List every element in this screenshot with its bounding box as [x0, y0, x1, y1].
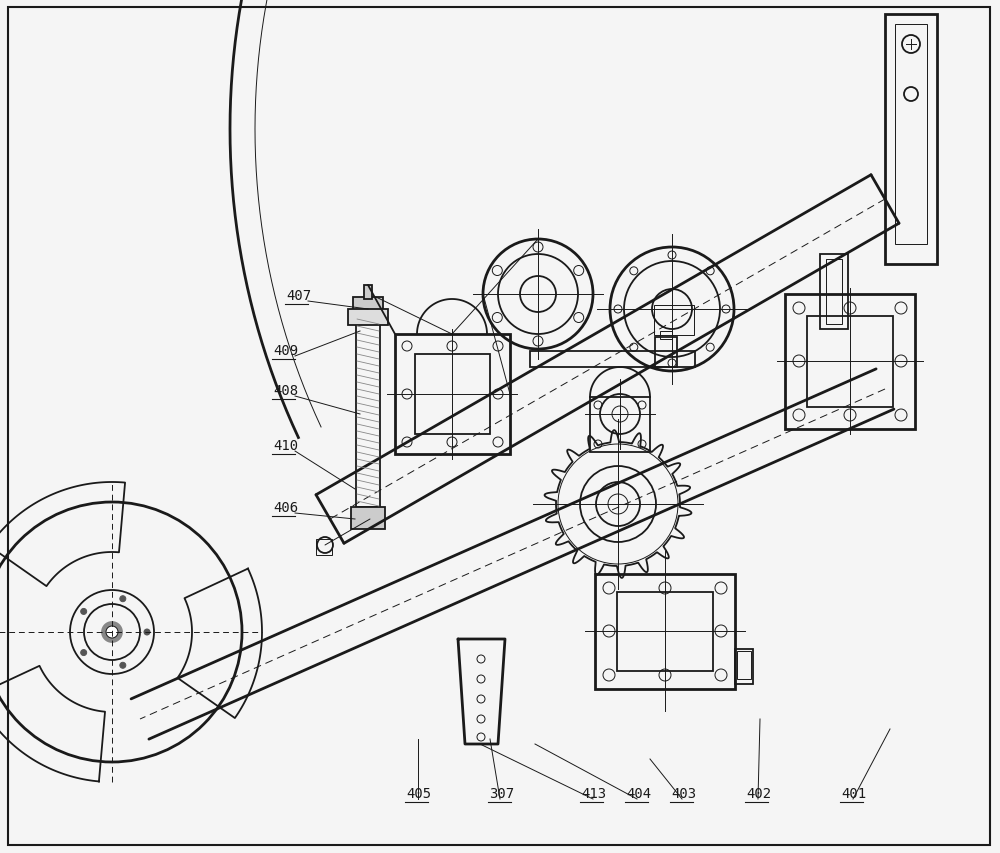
Circle shape	[81, 609, 87, 615]
Text: 409: 409	[273, 344, 298, 357]
Bar	[364, 286, 372, 299]
Text: 307: 307	[489, 786, 514, 800]
Bar	[885, 15, 937, 264]
Text: 407: 407	[286, 288, 311, 303]
Circle shape	[102, 623, 122, 642]
Bar	[351, 508, 385, 530]
Bar	[655, 338, 677, 368]
Bar	[590, 397, 650, 452]
Circle shape	[120, 663, 126, 669]
Bar	[820, 255, 848, 329]
Text: 404: 404	[626, 786, 651, 800]
Bar	[735, 649, 753, 684]
Circle shape	[120, 596, 126, 602]
Text: 405: 405	[406, 786, 431, 800]
Bar	[415, 355, 490, 434]
Bar	[316, 539, 332, 555]
Text: 406: 406	[273, 501, 298, 514]
Text: 408: 408	[273, 384, 298, 397]
Bar	[353, 298, 383, 317]
Bar	[356, 317, 380, 508]
Bar	[348, 310, 388, 326]
Bar	[737, 651, 751, 679]
Bar	[617, 592, 713, 671]
Text: 413: 413	[581, 786, 606, 800]
Text: 410: 410	[273, 438, 298, 452]
Bar	[826, 259, 842, 325]
Bar	[895, 25, 927, 245]
Bar	[660, 332, 672, 339]
Bar	[595, 574, 735, 689]
Bar	[530, 351, 695, 368]
Circle shape	[106, 626, 118, 638]
Circle shape	[81, 650, 87, 656]
Circle shape	[144, 630, 150, 635]
Bar	[395, 334, 510, 455]
Bar	[654, 305, 694, 335]
Bar	[785, 294, 915, 430]
Text: 402: 402	[746, 786, 771, 800]
Text: 401: 401	[841, 786, 866, 800]
Bar	[807, 316, 893, 408]
Text: 403: 403	[671, 786, 696, 800]
